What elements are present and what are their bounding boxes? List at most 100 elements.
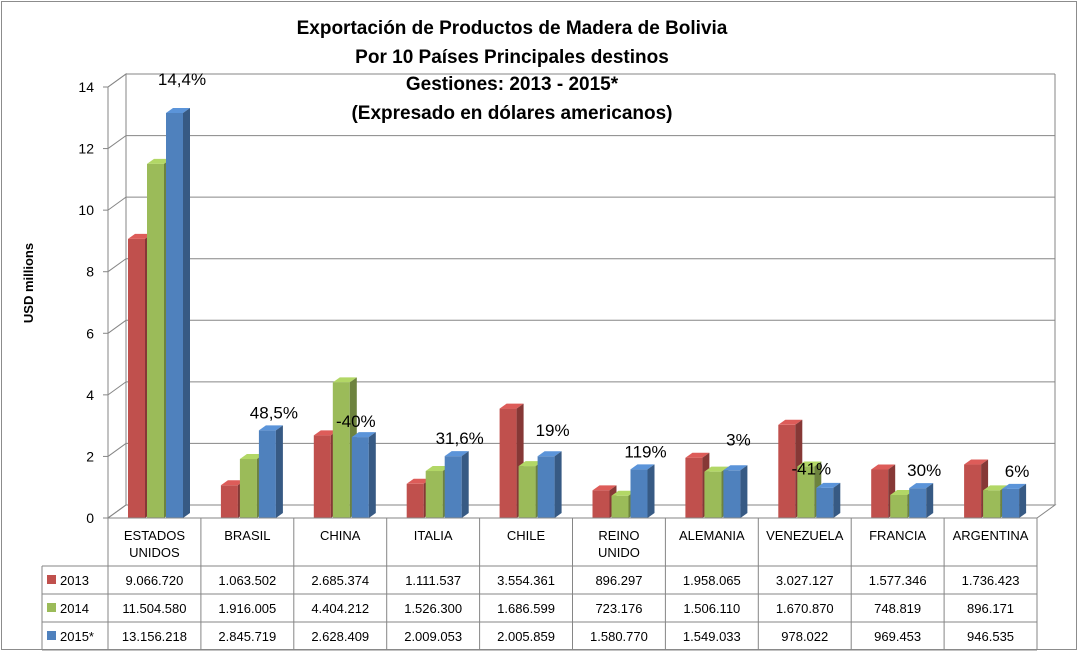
bar-2015-4 — [537, 451, 562, 518]
bar-2015-5 — [630, 464, 655, 518]
bar-front — [406, 483, 424, 518]
bar-side — [647, 464, 655, 518]
data-cell: 748.819 — [874, 601, 921, 616]
bar-top — [1002, 483, 1027, 489]
gridline — [107, 135, 1055, 149]
y-tick-label: 4 — [86, 387, 94, 403]
bar-front — [147, 163, 164, 518]
growth-annotation: 30% — [907, 461, 941, 480]
category-label: CHINA — [320, 528, 361, 543]
bar-top — [685, 452, 710, 458]
category-label: FRANCIA — [869, 528, 926, 543]
data-cell: 2.685.374 — [311, 573, 369, 588]
growth-annotation: 19% — [536, 421, 570, 440]
data-cell: 896.297 — [595, 573, 642, 588]
growth-annotation: 48,5% — [250, 403, 298, 422]
data-cell: 3.554.361 — [497, 573, 555, 588]
bar-2015-9 — [1002, 483, 1027, 518]
legend-key — [47, 603, 56, 612]
growth-annotation: 119% — [624, 442, 666, 461]
bar-top — [499, 403, 524, 409]
gridline — [107, 381, 1055, 396]
data-cell: 11.504.580 — [122, 601, 186, 616]
gridline — [107, 196, 1055, 211]
bar-top — [630, 464, 655, 470]
data-cell: 896.171 — [967, 601, 1014, 616]
bar-top — [890, 489, 915, 495]
bar-front — [611, 495, 629, 518]
bar-top — [128, 233, 152, 239]
bar-front — [797, 466, 815, 518]
category-label: UNIDO — [598, 545, 640, 560]
y-tick-label: 0 — [86, 510, 94, 526]
bar-top — [166, 107, 190, 113]
category-label: ITALIA — [414, 528, 453, 543]
bar-2015-0 — [166, 107, 190, 518]
data-cell: 969.453 — [874, 629, 921, 644]
bar-top — [909, 483, 934, 489]
bar-2015-2 — [351, 432, 376, 518]
data-cell: 1.580.770 — [590, 629, 648, 644]
bar-side — [833, 482, 841, 518]
bar-top — [592, 485, 617, 491]
category-label: ALEMANIA — [679, 528, 745, 543]
bar-top — [797, 461, 822, 467]
data-cell: 1.063.502 — [218, 573, 276, 588]
gridline — [107, 258, 1055, 273]
growth-annotation: -41% — [791, 460, 831, 479]
bar-front — [983, 490, 1001, 518]
legend-key — [47, 631, 56, 640]
data-cell: 723.176 — [595, 601, 642, 616]
bar-top — [537, 451, 562, 457]
y-axis-label: USD millions — [21, 243, 36, 323]
title-line: Por 10 Países Principales destinos — [355, 47, 669, 68]
bar-top — [313, 430, 338, 436]
bar-front — [816, 487, 834, 518]
bar-front — [630, 469, 648, 518]
data-cell: 1.526.300 — [404, 601, 462, 616]
data-cell: 1.958.065 — [683, 573, 741, 588]
bar-side — [740, 465, 748, 518]
data-cell: 1.577.346 — [869, 573, 927, 588]
growth-annotation: 14,4% — [158, 70, 206, 89]
bar-side — [1019, 483, 1027, 518]
gridline — [107, 442, 1055, 457]
growth-annotation: 31,6% — [436, 429, 484, 448]
category-label: REINO — [598, 528, 639, 543]
bar-front — [592, 490, 610, 518]
bar-front — [166, 112, 183, 518]
y-tick-label: 10 — [78, 202, 94, 218]
title-line: Exportación de Productos de Madera de Bo… — [297, 18, 728, 39]
bar-2014-7 — [797, 461, 822, 518]
bar-2013-8 — [871, 464, 896, 518]
data-cell: 1.111.537 — [405, 573, 461, 588]
bar-2015-3 — [444, 451, 469, 518]
bar-side — [554, 451, 562, 518]
y-axis: 0 2 4 6 8 10 12 14 — [78, 79, 109, 526]
bar-top — [351, 432, 376, 438]
category-label: UNIDOS — [129, 545, 180, 560]
data-cell: 1.549.033 — [683, 629, 741, 644]
bar-front — [313, 435, 331, 518]
bars — [128, 107, 1027, 518]
data-cell: 13.156.218 — [122, 629, 187, 644]
category-label: BRASIL — [224, 528, 270, 543]
bar-top — [239, 454, 264, 460]
y-tick-label: 12 — [78, 141, 94, 157]
data-cell: 2.628.409 — [311, 629, 369, 644]
gridlines — [106, 73, 1057, 519]
bar-2015-7 — [816, 482, 841, 518]
bar-front — [258, 430, 276, 518]
bar-top — [258, 425, 283, 431]
data-cell: 1.736.423 — [962, 573, 1020, 588]
bar-side — [275, 425, 283, 518]
bar-front — [704, 471, 722, 518]
side-wall — [107, 73, 127, 519]
bar-front — [909, 488, 927, 518]
bar-top — [778, 419, 803, 425]
data-cell: 4.404.212 — [311, 601, 369, 616]
bar-top — [611, 490, 636, 496]
bar-top — [816, 482, 841, 488]
growth-annotation: -40% — [336, 412, 376, 431]
data-cell: 3.027.127 — [776, 573, 834, 588]
